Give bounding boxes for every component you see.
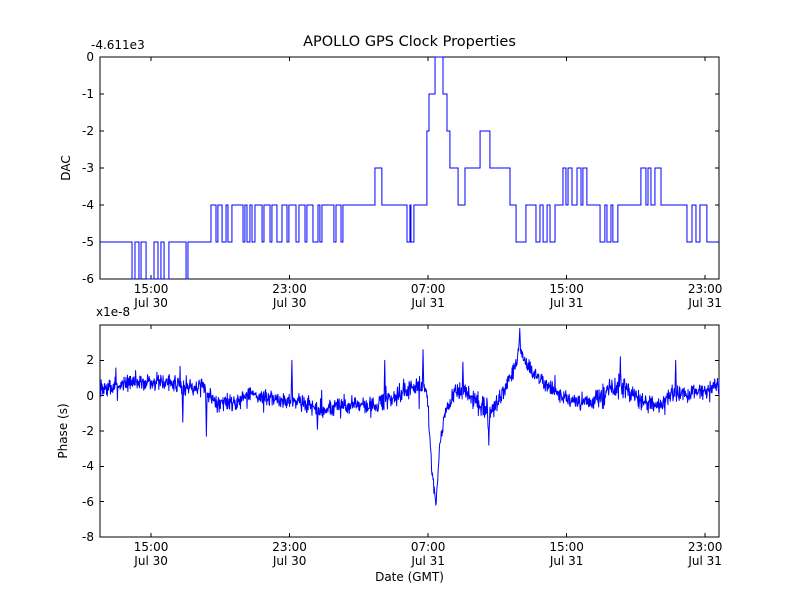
x-tick-date: Jul 30 bbox=[272, 554, 307, 568]
x-tick-date: Jul 31 bbox=[688, 554, 722, 568]
y-tick-label: 0 bbox=[86, 388, 94, 403]
x-tick-time: 23:00 bbox=[687, 282, 723, 296]
y-tick-label: -6 bbox=[82, 494, 94, 509]
x-tick-date: Jul 31 bbox=[688, 296, 722, 310]
y-tick-label: -5 bbox=[82, 235, 94, 249]
y-tick-label: -4 bbox=[82, 459, 94, 474]
chart-title: APOLLO GPS Clock Properties bbox=[303, 34, 516, 50]
y-tick-label: -2 bbox=[82, 424, 94, 438]
x-tick-date: Jul 30 bbox=[134, 296, 168, 310]
x-tick-time: 07:00 bbox=[410, 282, 446, 296]
y-tick-label: 2 bbox=[86, 353, 94, 368]
dac-axis-offset-text: -4.611e3 bbox=[91, 38, 145, 52]
y-tick-label: -2 bbox=[82, 124, 94, 138]
x-axis-label: Date (GMT) bbox=[375, 570, 444, 584]
x-tick-date: Jul 31 bbox=[549, 296, 584, 310]
x-tick-date: Jul 31 bbox=[411, 296, 445, 310]
y-tick-label: -4 bbox=[82, 198, 94, 212]
x-tick-date: Jul 30 bbox=[134, 554, 168, 568]
x-tick-time: 15:00 bbox=[133, 282, 169, 296]
phase-axis-offset-text: x1e-8 bbox=[96, 305, 131, 319]
x-tick-time: 23:00 bbox=[272, 282, 307, 296]
y-tick-label: -1 bbox=[82, 87, 94, 101]
y-tick-label: -3 bbox=[82, 161, 94, 175]
x-tick-time: 15:00 bbox=[549, 282, 584, 296]
x-tick-date: Jul 31 bbox=[411, 554, 445, 568]
x-tick-time: 15:00 bbox=[133, 540, 169, 554]
x-tick-date: Jul 30 bbox=[272, 296, 307, 310]
x-tick-time: 15:00 bbox=[549, 540, 584, 554]
y-tick-label: 0 bbox=[86, 50, 94, 64]
x-tick-time: 23:00 bbox=[687, 540, 723, 554]
y-tick-label: -8 bbox=[82, 530, 94, 544]
x-tick-date: Jul 31 bbox=[549, 554, 584, 568]
y-tick-label: -6 bbox=[82, 272, 94, 286]
x-tick-time: 23:00 bbox=[272, 540, 307, 554]
x-tick-time: 07:00 bbox=[410, 540, 446, 554]
